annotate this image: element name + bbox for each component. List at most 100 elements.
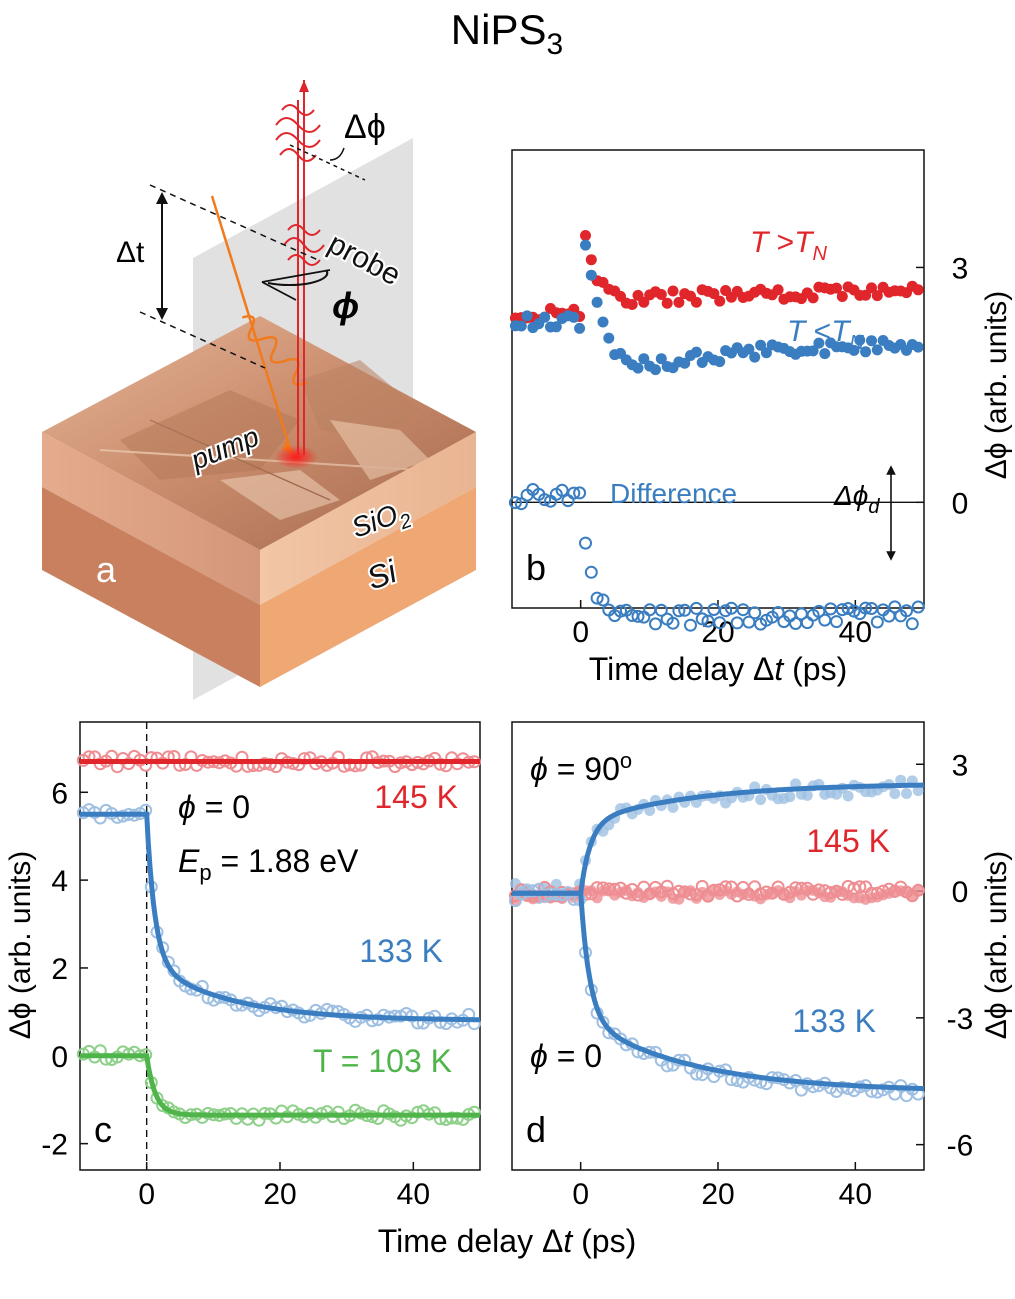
panel-b-data-point: [847, 604, 861, 618]
pump-pulse: [241, 315, 308, 386]
panel-b-data-point: [684, 618, 697, 632]
panel-b-data-point: [830, 615, 843, 629]
panel-d-data-point: [812, 883, 826, 897]
panel-d-data-point: [901, 788, 912, 799]
panel-b-data-point: [655, 289, 667, 300]
delta-t-label: Δt: [116, 236, 145, 269]
panel-c-145k-label: 145 K: [374, 779, 458, 815]
panel-b-data-point: [614, 604, 627, 618]
panel-b-ytick-label: 3: [952, 252, 969, 285]
panel-b-data-point: [631, 609, 645, 623]
panel-d-data-point: [882, 882, 896, 896]
panel-d-data-point: [911, 883, 925, 897]
panel-c-phi-label: ϕ = 0: [178, 789, 250, 825]
delta-t-upper-guide: [149, 184, 319, 261]
panel-c-xtick-label: 20: [263, 1178, 296, 1211]
panel-b-data-point: [860, 289, 872, 301]
panel-b-data-point: [807, 292, 819, 304]
sio2-layer-right: [260, 432, 476, 605]
panel-b-data-point: [813, 337, 825, 349]
panel-d-data-point: [777, 887, 791, 901]
panel-d-data-point: [889, 788, 901, 800]
panel-b-data-point: [707, 603, 721, 616]
panel-d-data-point: [794, 881, 808, 895]
phi-symbol: ϕ: [332, 285, 359, 326]
panel-b-cold-label: T <TN: [787, 315, 865, 354]
panel-b-data-point: [654, 603, 668, 617]
panel-b-data-point: [638, 353, 650, 365]
panel-d-fit-line: [512, 890, 925, 1092]
panel-d-xtick-label: 20: [701, 1178, 734, 1211]
figure-title: NiPS3: [451, 6, 563, 61]
panel-b-data-point: [690, 296, 702, 308]
panel-b-data-point: [831, 282, 842, 294]
panel-b-data-point: [661, 297, 673, 309]
panel-c-103k-label: T = 103 K: [313, 1043, 452, 1079]
delta-t-lower-guide: [139, 311, 266, 369]
panel-b-xtick-label: 0: [572, 616, 589, 649]
panel-b-data-point: [573, 486, 587, 500]
panel-b-data-point: [812, 604, 826, 618]
phi-angle-arc: [267, 269, 329, 287]
panel-d-letter: d: [526, 1109, 546, 1150]
panel-b-data-point: [771, 606, 785, 619]
panel-b-data-point: [760, 347, 772, 359]
panel-d-data-point: [637, 880, 651, 894]
si-layer-left: [42, 487, 260, 687]
panel-d-data-point: [608, 882, 622, 896]
panel-d-data-point: [678, 885, 692, 899]
panel-b-data-point: [579, 536, 592, 550]
panel-b-data-point: [911, 600, 925, 614]
panel-b-data-point: [632, 362, 644, 374]
panel-c-data-point: [297, 752, 311, 766]
panel-b-data-point: [755, 339, 767, 351]
panel-b-data-point: [568, 311, 580, 323]
panel-b-data-point: [708, 288, 720, 300]
bottom-xlabel: Time delay Δt (ps): [378, 1223, 636, 1259]
panel-b-data-point: [714, 295, 726, 307]
panel-b-data-point: [912, 341, 924, 353]
panel-b-data-point: [603, 332, 615, 344]
panel-b-data-point: [818, 613, 832, 627]
panel-b-ytick-label: 0: [952, 487, 969, 520]
panel-c-ytick-label: -2: [41, 1129, 68, 1162]
panel-d-xtick-label: 40: [839, 1178, 872, 1211]
panel-c-data-point: [433, 757, 447, 771]
flake-pattern: [99, 360, 430, 520]
panel-b-data-point: [819, 348, 831, 360]
panel-b-data-point: [905, 617, 919, 631]
panel-b-data-point: [690, 346, 702, 358]
panel-a-schematic: ϕ Δϕ Δt probe pump SiO2 Si a: [42, 80, 476, 700]
panel-c-data-point: [467, 1105, 481, 1119]
panel-b-data-point: [643, 603, 657, 617]
panel-d-data-point: [853, 880, 867, 894]
panel-b-data-point: [538, 493, 552, 507]
panel-c-xtick-label: 0: [138, 1178, 155, 1211]
panel-b-data-point: [859, 601, 873, 615]
panel-d-ytick-label: 0: [952, 876, 969, 909]
panel-b-data-point: [550, 321, 562, 333]
panel-d-data-point: [719, 880, 733, 894]
panel-b-data-point: [638, 296, 650, 308]
panel-b-data-point: [567, 486, 581, 500]
panel-b-data-point: [689, 601, 703, 615]
panel-b-data-point: [649, 617, 662, 631]
panel-d-data-point: [759, 885, 773, 899]
panel-d-chart: 0 20 40-6-303 ϕ = 90o 145 K 133 K ϕ = 0 d …: [508, 721, 1013, 1211]
panel-b-data-point: [667, 285, 679, 297]
panel-d-phi90-label: ϕ = 90o: [530, 748, 632, 787]
panel-b-data-point: [871, 290, 883, 302]
panel-d-data-point: [870, 886, 884, 900]
panel-b-data-point: [515, 320, 527, 332]
panel-c-ytick-label: 0: [51, 1041, 68, 1074]
panel-c-data-point: [450, 1015, 464, 1029]
panel-b-data-point: [719, 604, 733, 618]
panel-c-ytick-label: 2: [51, 953, 68, 986]
panel-b-data-point: [673, 296, 685, 308]
panel-b-data-point: [748, 606, 762, 620]
panel-b-data-point: [596, 593, 610, 607]
panel-b-data-point: [679, 357, 691, 369]
panel-d-data-point: [672, 884, 686, 898]
panel-d-xtick-label: 0: [572, 1178, 589, 1211]
panel-c-letter: c: [94, 1109, 112, 1150]
